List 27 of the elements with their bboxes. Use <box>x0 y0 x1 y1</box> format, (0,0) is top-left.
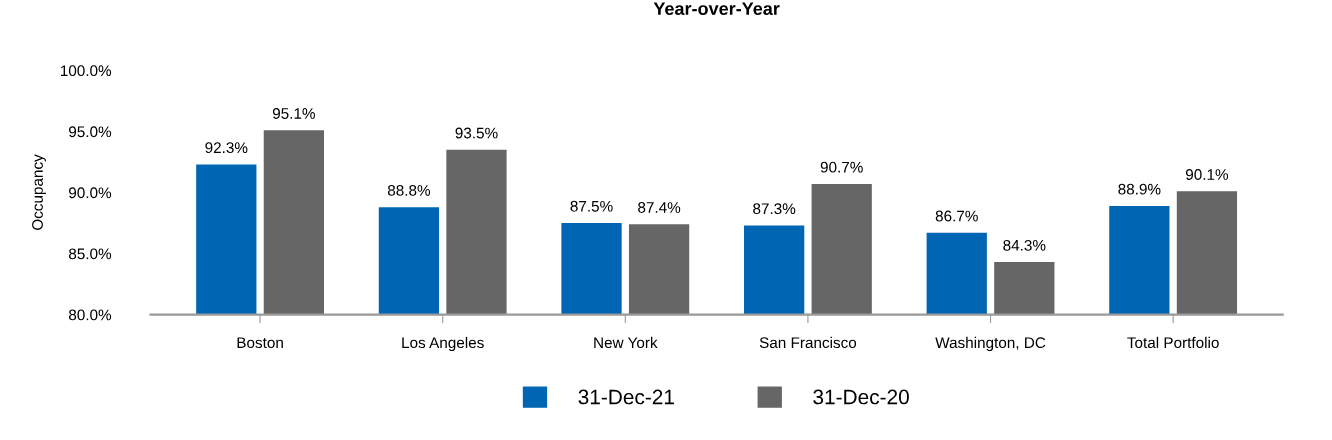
data-label: 90.7% <box>820 161 863 173</box>
data-label: 87.3% <box>753 203 796 215</box>
legend-label: 31-Dec-21 <box>578 389 674 405</box>
y-tick-label: 95.0% <box>69 126 112 138</box>
data-label: 87.4% <box>638 202 681 213</box>
data-label: 88.8% <box>387 184 431 196</box>
data-label: 92.3% <box>205 142 248 154</box>
legend-label: 31-Dec-20 <box>813 389 909 405</box>
x-tick-label: Boston <box>237 337 283 349</box>
x-tick-label: Total Portfolio <box>1127 336 1219 349</box>
data-label: 93.5% <box>455 127 498 139</box>
y-tick-label: 90.0% <box>69 187 112 199</box>
y-tick-label: 80.0% <box>68 309 112 321</box>
x-tick-label: San Francisco <box>759 336 857 349</box>
data-label: 84.3% <box>1003 239 1046 251</box>
data-label: 86.7% <box>935 210 978 222</box>
x-tick-label: Los Angeles <box>402 336 484 352</box>
y-tick-label: 100.0% <box>60 65 112 77</box>
data-label: 88.9% <box>1118 183 1161 195</box>
chart-title: Year-over-Year <box>653 2 780 16</box>
x-tick-label: New York <box>594 336 658 349</box>
y-axis-title: Occupancy <box>32 154 46 230</box>
data-label: 95.1% <box>272 108 315 119</box>
data-label: 90.1% <box>1185 169 1229 180</box>
x-tick-label: Washington, DC <box>935 336 1046 352</box>
y-tick-label: 85.0% <box>68 248 112 260</box>
data-label: 87.5% <box>570 200 613 212</box>
